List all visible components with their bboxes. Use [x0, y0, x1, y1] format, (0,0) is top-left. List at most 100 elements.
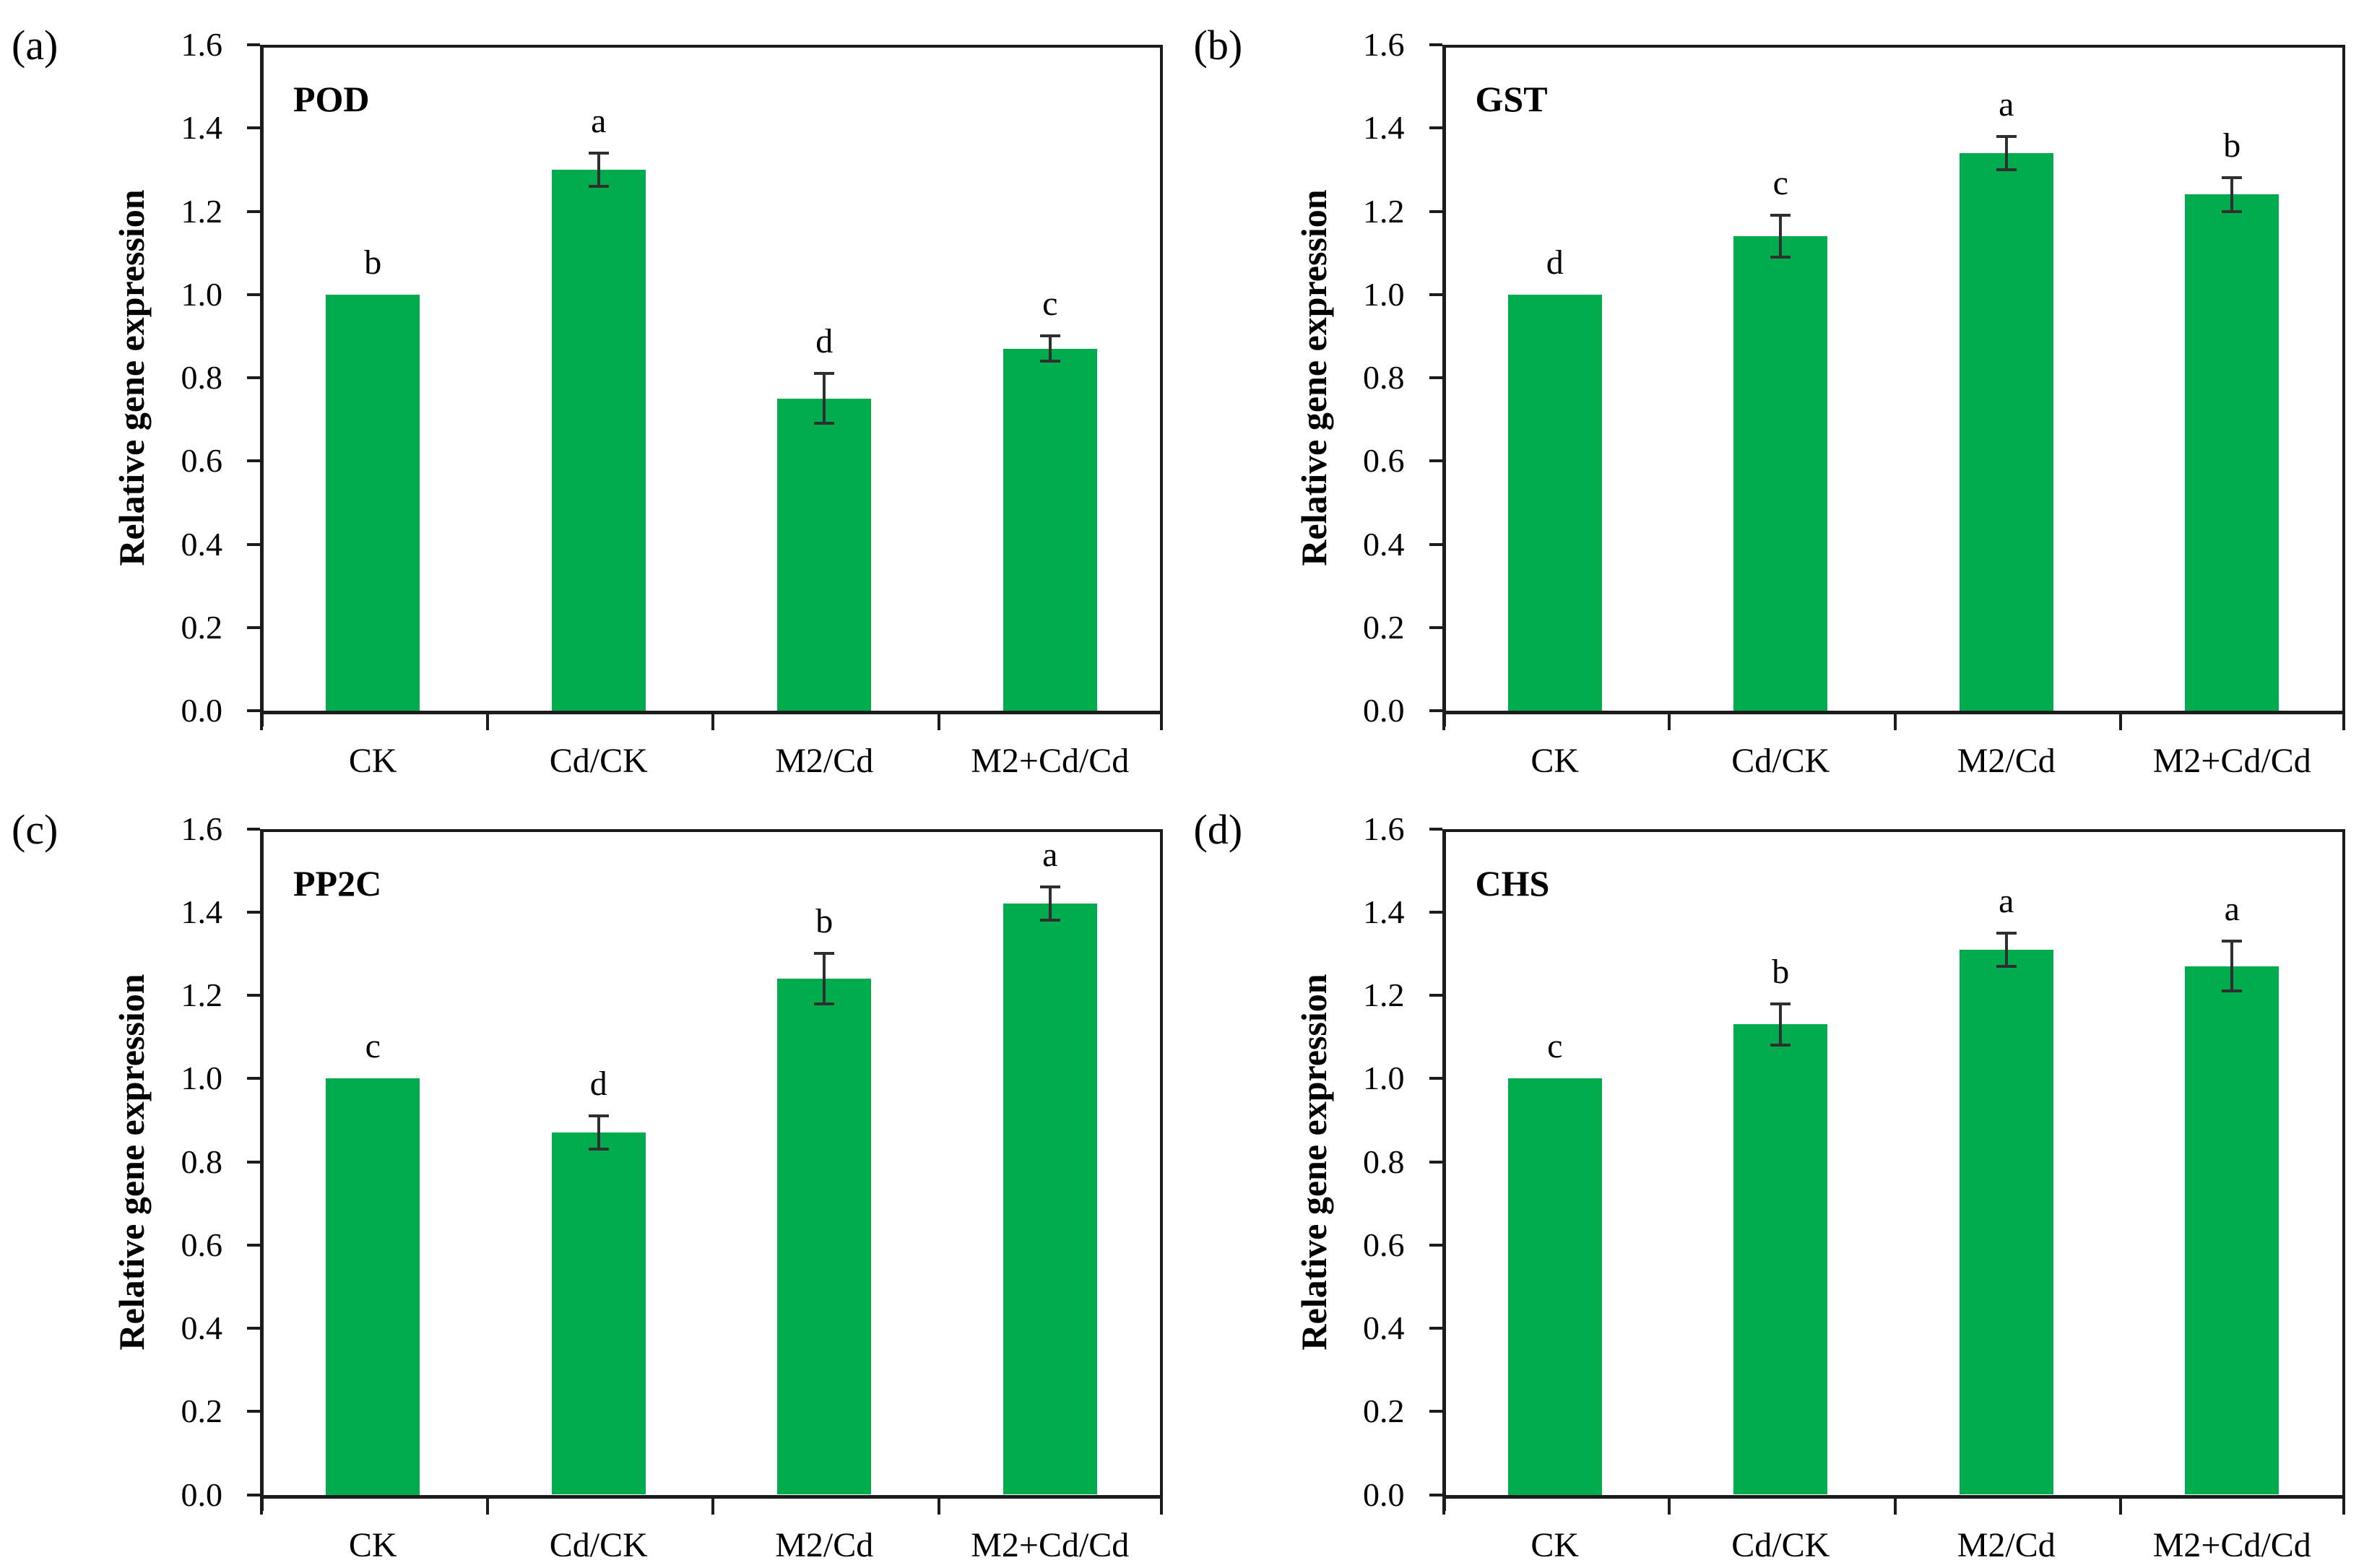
y-tick-label: 0.8 — [181, 1143, 223, 1180]
error-bar — [2004, 136, 2008, 170]
y-tick-mark — [1429, 827, 1442, 831]
x-tick-mark — [1442, 1494, 1445, 1515]
y-tick-mark — [1429, 1243, 1442, 1247]
y-tick-label: 1.2 — [1363, 192, 1405, 230]
y-tick-label: 1.6 — [181, 26, 223, 63]
panel-title: CHS — [1475, 862, 1550, 904]
y-tick-mark — [247, 625, 260, 629]
y-tick-mark — [247, 1327, 260, 1330]
error-bar-cap-top — [1039, 885, 1060, 889]
y-tick-mark — [247, 827, 260, 831]
significance-letter: b — [364, 243, 382, 282]
error-bar-cap-bottom — [814, 422, 835, 425]
plot-border-right — [2342, 45, 2345, 711]
significance-letter: a — [591, 101, 607, 140]
y-tick-label: 0.6 — [1363, 1226, 1405, 1263]
y-tick-label: 0.0 — [1363, 1476, 1405, 1513]
y-tick-mark — [247, 43, 260, 46]
y-tick-label: 0.8 — [181, 359, 223, 396]
error-bar-cap-top — [1996, 134, 2017, 138]
x-tick-mark — [485, 711, 489, 730]
significance-letter: a — [2224, 890, 2240, 929]
y-tick-mark — [247, 1410, 260, 1413]
y-tick-mark — [247, 709, 260, 712]
y-tick-mark — [247, 209, 260, 213]
y-tick-label: 1.0 — [181, 1060, 223, 1097]
y-tick-label: 0.8 — [1363, 359, 1405, 396]
error-bar — [823, 373, 826, 424]
error-bar — [597, 152, 600, 186]
bar-M2+Cd/Cd — [1003, 904, 1097, 1495]
y-tick-label: 0.4 — [181, 525, 223, 563]
significance-letter: a — [1042, 836, 1058, 875]
x-category-label: CK — [1530, 1525, 1580, 1564]
y-tick-mark — [1429, 1077, 1442, 1080]
error-bar-cap-bottom — [1770, 1044, 1791, 1047]
plot-border-top — [1442, 45, 2345, 48]
y-tick-mark — [1429, 209, 1442, 213]
y-tick-label: 1.0 — [181, 275, 223, 313]
significance-letter: b — [2223, 126, 2241, 165]
bar-Cd/CK — [1733, 1024, 1828, 1495]
y-tick-label: 1.2 — [181, 976, 223, 1013]
panel-pod: (a) Relative gene expression POD 0.0 0.2 0.4 0… — [0, 0, 1182, 784]
panel-letter: (b) — [1193, 22, 1243, 69]
y-tick-mark — [1429, 625, 1442, 629]
significance-letter: c — [1547, 1027, 1563, 1066]
plot-border-right — [2342, 828, 2345, 1495]
error-bar-cap-bottom — [2222, 989, 2243, 993]
y-tick-mark — [247, 910, 260, 914]
significance-letter: c — [365, 1027, 381, 1066]
x-tick-mark — [711, 711, 714, 730]
significance-letter: a — [1999, 85, 2014, 124]
bar-M2+Cd/Cd — [2185, 966, 2279, 1495]
y-tick-mark — [247, 459, 260, 463]
y-tick-mark — [247, 293, 260, 296]
x-tick-mark — [2119, 1494, 2122, 1515]
y-tick-mark — [1429, 126, 1442, 130]
y-tick-mark — [247, 1243, 260, 1247]
y-tick-label: 0.0 — [181, 692, 223, 729]
y-tick-label: 0.2 — [1363, 1392, 1405, 1430]
y-tick-mark — [1429, 376, 1442, 379]
y-tick-mark — [1429, 910, 1442, 914]
panel-chs: (d) Relative gene expression CHS 0.0 0.2 0.4 0… — [1182, 784, 2364, 1568]
x-category-label: Cd/CK — [549, 742, 648, 780]
bar-M2/Cd — [777, 978, 872, 1495]
y-tick-mark — [247, 126, 260, 130]
error-bar — [597, 1116, 600, 1150]
error-bar — [2230, 941, 2234, 992]
panel-pp2c: (c) Relative gene expression PP2C 0.0 0.2 0.4… — [0, 784, 1182, 1568]
plot-border-top — [260, 828, 1163, 832]
y-axis-line — [1442, 45, 1446, 727]
x-category-label: CK — [348, 742, 397, 780]
significance-letter: b — [1772, 952, 1790, 991]
y-tick-label: 1.4 — [181, 109, 223, 147]
x-tick-mark — [1160, 711, 1163, 730]
x-category-label: CK — [348, 1525, 397, 1564]
y-tick-mark — [1429, 459, 1442, 463]
error-bar-cap-bottom — [1996, 168, 2017, 171]
error-bar-cap-bottom — [814, 1002, 835, 1005]
bar-M2/Cd — [1959, 152, 2053, 711]
x-tick-mark — [2342, 1494, 2345, 1515]
x-category-label: CK — [1530, 742, 1580, 780]
bar-M2/Cd — [1959, 949, 2053, 1495]
y-tick-mark — [1429, 709, 1442, 712]
error-bar — [1048, 336, 1052, 361]
bar-M2/Cd — [777, 398, 872, 711]
y-tick-label: 0.2 — [1363, 608, 1405, 646]
bar-M2+Cd/Cd — [2185, 194, 2279, 711]
x-tick-mark — [711, 1494, 714, 1515]
error-bar-cap-top — [814, 372, 835, 376]
panel-title: GST — [1475, 79, 1548, 119]
x-category-label: M2+Cd/Cd — [2152, 742, 2311, 780]
y-tick-label: 0.2 — [181, 608, 223, 646]
error-bar-cap-bottom — [588, 1148, 609, 1151]
y-tick-label: 1.4 — [1363, 109, 1405, 147]
bar-CK — [1507, 1078, 1602, 1495]
error-bar — [1779, 215, 1783, 257]
y-tick-mark — [247, 994, 260, 997]
y-tick-label: 0.4 — [1363, 1309, 1405, 1346]
x-category-label: Cd/CK — [1731, 1525, 1830, 1564]
